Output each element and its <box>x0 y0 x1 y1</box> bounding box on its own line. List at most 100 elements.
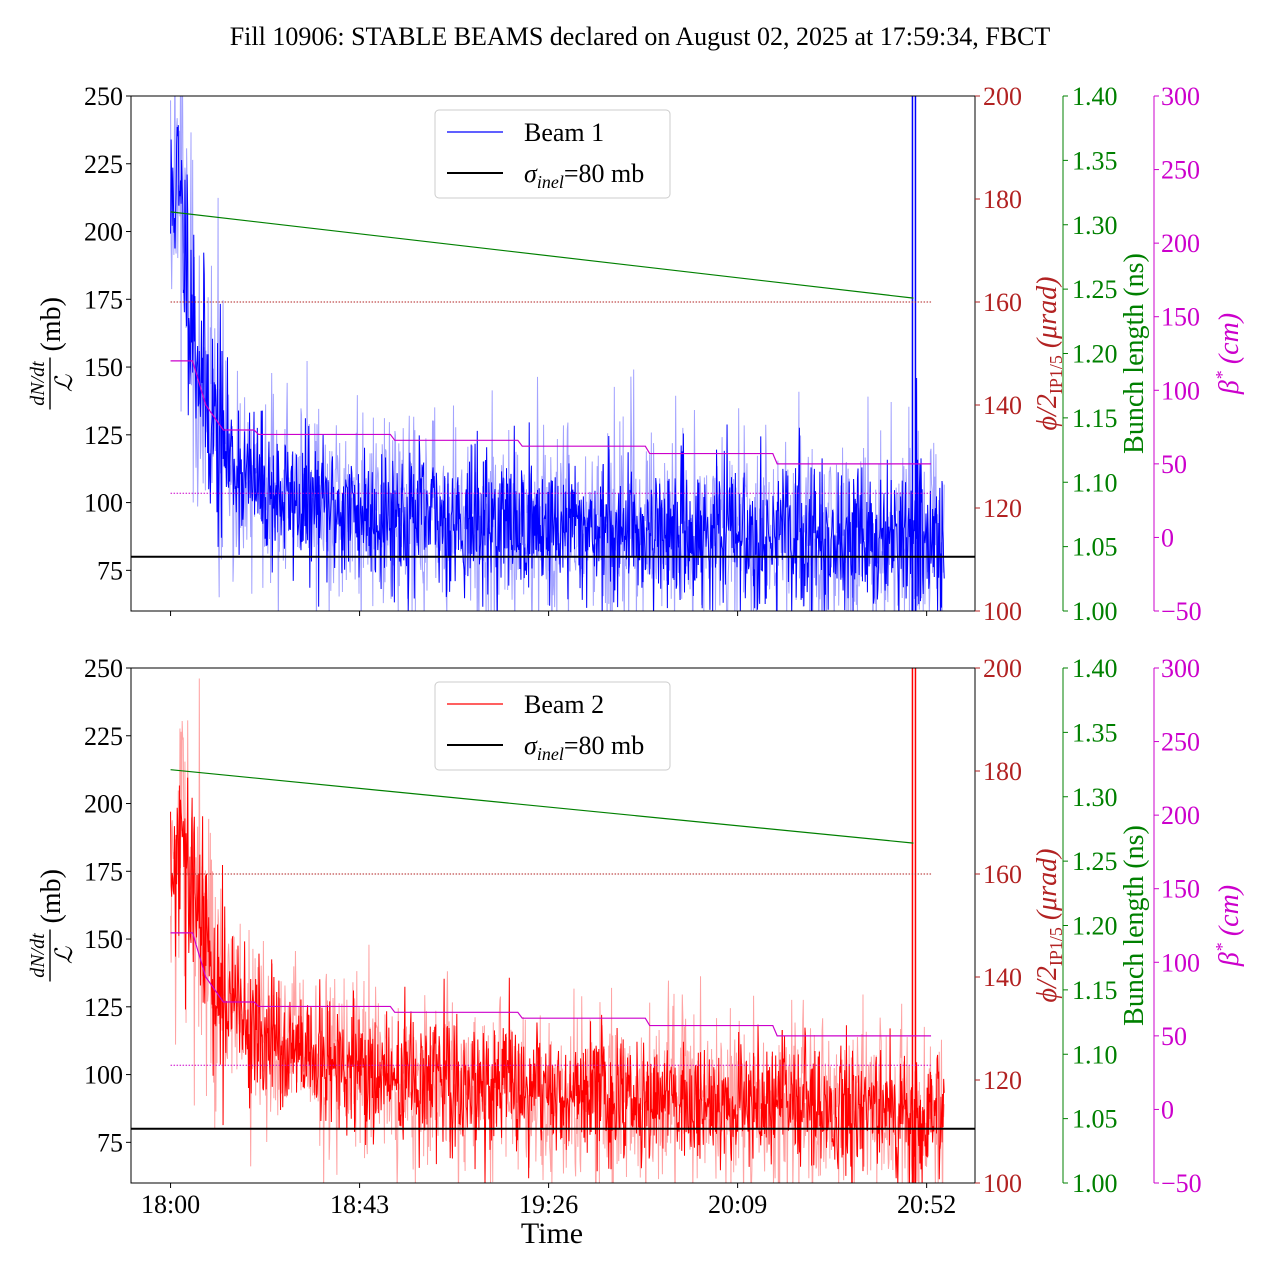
bunch-length-tick-label: 1.25 <box>1072 275 1118 304</box>
bunch-length-line <box>170 211 914 299</box>
crossing-angle-tick-label: 180 <box>983 185 1022 214</box>
bunch-length-tick-label: 1.20 <box>1072 340 1118 369</box>
crossing-angle-tick-label: 100 <box>983 1169 1022 1198</box>
bunch-length-axis-label: Bunch length (ns) <box>1119 253 1150 454</box>
panel-bottom: 75 100 125 150 175 200 225 250 dN/dt ℒ (mb) 100 120 1… <box>27 654 1245 1219</box>
bunch-length-tick-label: 1.40 <box>1072 654 1118 683</box>
bunch-length-tick-label: 1.15 <box>1072 976 1118 1005</box>
bunch-length-tick-label: 1.35 <box>1072 146 1118 175</box>
bunch-length-tick-label: 1.25 <box>1072 847 1118 876</box>
crossing-angle-tick-label: 200 <box>983 82 1022 111</box>
left-tick-label: 250 <box>84 654 123 683</box>
left-tick-label: 200 <box>84 218 123 247</box>
beta-star-tick-label: 250 <box>1161 728 1200 757</box>
beta-star-tick-label: 50 <box>1161 450 1187 479</box>
bunch-length-tick-label: 1.05 <box>1072 1105 1118 1134</box>
left-tick-label: 100 <box>84 1061 123 1090</box>
bunch-length-tick-label: 1.20 <box>1072 912 1118 941</box>
bunch-length-tick-label: 1.00 <box>1072 1169 1118 1198</box>
beta-star-tick-label: 300 <box>1161 82 1200 111</box>
left-tick-label: 250 <box>84 82 123 111</box>
beta-star-tick-label: 100 <box>1161 948 1200 977</box>
left-tick-label: 75 <box>97 556 123 585</box>
left-tick-label: 225 <box>84 722 123 751</box>
left-tick-label: 100 <box>84 489 123 518</box>
left-axis-label-denominator: ℒ <box>52 374 78 392</box>
x-tick-label: 20:52 <box>897 1190 956 1219</box>
left-tick-label: 175 <box>84 285 123 314</box>
bunch-length-tick-label: 1.30 <box>1072 783 1118 812</box>
left-axis-label-unit: (mb) <box>36 297 67 351</box>
crossing-angle-tick-label: 180 <box>983 757 1022 786</box>
crossing-angle-tick-label: 160 <box>983 860 1022 889</box>
beta-star-tick-label: −50 <box>1161 597 1202 626</box>
beta-star-tick-label: 50 <box>1161 1022 1187 1051</box>
beta-star-tick-label: 250 <box>1161 156 1200 185</box>
bunch-length-tick-label: 1.00 <box>1072 597 1118 626</box>
x-axis-label: Time <box>521 1217 583 1250</box>
plot-frame <box>130 95 976 612</box>
x-tick-label: 18:00 <box>141 1190 200 1219</box>
bunch-length-tick-label: 1.40 <box>1072 82 1118 111</box>
legend-label-beam: Beam 1 <box>524 118 604 147</box>
beta-star-tick-label: 150 <box>1161 303 1200 332</box>
left-axis-label: dN/dt ℒ (mb) <box>27 869 78 982</box>
panel-top: 75 100 125 150 175 200 225 250 dN/dt ℒ (mb) 100 120 1… <box>27 82 1245 626</box>
beta-star-axis-label: β* (cm) <box>1212 313 1245 395</box>
beta-star-tick-label: 100 <box>1161 376 1200 405</box>
plot-area-top <box>131 96 975 611</box>
beta-star-line <box>170 932 932 1037</box>
legend-label-beam: Beam 2 <box>524 690 604 719</box>
plot-area-bottom <box>131 668 975 1183</box>
left-tick-label: 225 <box>84 150 123 179</box>
bunch-length-tick-label: 1.05 <box>1072 533 1118 562</box>
left-tick-label: 200 <box>84 790 123 819</box>
beam-trace <box>170 125 945 611</box>
beta-star-tick-label: −50 <box>1161 1169 1202 1198</box>
beam-trace <box>170 777 945 1183</box>
x-tick-label: 20:09 <box>708 1190 767 1219</box>
beam-spike <box>911 96 917 611</box>
crossing-angle-tick-label: 120 <box>983 1066 1022 1095</box>
legend-label-sigma: σinel=80 mb <box>524 731 644 764</box>
figure-title: Fill 10906: STABLE BEAMS declared on Aug… <box>230 22 1051 51</box>
legend-label-sigma: σinel=80 mb <box>524 159 644 192</box>
beam-spike <box>911 668 917 1183</box>
bunch-length-tick-label: 1.15 <box>1072 404 1118 433</box>
crossing-angle-axis-label: ϕ/2IP1/5 (μrad) <box>1032 277 1066 431</box>
left-axis-label-unit: (mb) <box>36 869 67 923</box>
bunch-length-line <box>170 769 914 844</box>
crossing-angle-tick-label: 140 <box>983 391 1022 420</box>
x-tick-label: 18:43 <box>330 1190 389 1219</box>
left-axis-label-numerator: dN/dt <box>27 933 49 978</box>
crossing-angle-tick-label: 160 <box>983 288 1022 317</box>
left-tick-label: 150 <box>84 925 123 954</box>
beta-star-tick-label: 300 <box>1161 654 1200 683</box>
crossing-angle-tick-label: 100 <box>983 597 1022 626</box>
plot-frame <box>130 667 976 1184</box>
left-axis-label-numerator: dN/dt <box>27 361 49 406</box>
legend: Beam 1 σinel=80 mb <box>434 109 671 199</box>
bunch-length-tick-label: 1.10 <box>1072 468 1118 497</box>
crossing-angle-tick-label: 120 <box>983 494 1022 523</box>
left-tick-label: 75 <box>97 1128 123 1157</box>
left-tick-label: 125 <box>84 421 123 450</box>
beta-star-tick-label: 150 <box>1161 875 1200 904</box>
beta-star-line <box>170 360 932 465</box>
beta-star-tick-label: 200 <box>1161 801 1200 830</box>
beta-star-tick-label: 200 <box>1161 229 1200 258</box>
legend: Beam 2 σinel=80 mb <box>434 681 671 771</box>
left-tick-label: 125 <box>84 993 123 1022</box>
beta-star-tick-label: 0 <box>1161 1095 1174 1124</box>
left-tick-label: 175 <box>84 857 123 886</box>
crossing-angle-tick-label: 140 <box>983 963 1022 992</box>
beta-star-axis-label: β* (cm) <box>1212 885 1245 967</box>
left-axis-label: dN/dt ℒ (mb) <box>27 297 78 410</box>
crossing-angle-tick-label: 200 <box>983 654 1022 683</box>
bunch-length-tick-label: 1.35 <box>1072 718 1118 747</box>
left-axis-label-denominator: ℒ <box>52 946 78 964</box>
bunch-length-tick-label: 1.30 <box>1072 211 1118 240</box>
left-tick-label: 150 <box>84 353 123 382</box>
crossing-angle-axis-label: ϕ/2IP1/5 (μrad) <box>1032 849 1066 1003</box>
